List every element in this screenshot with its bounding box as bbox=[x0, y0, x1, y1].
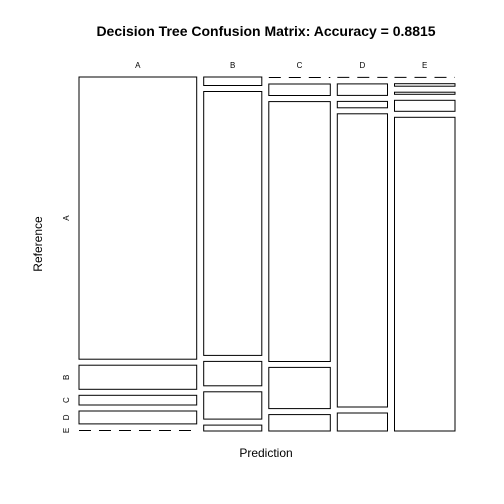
cell-pred-a-ref-a bbox=[78, 76, 198, 360]
cell-pred-d-ref-b bbox=[336, 83, 388, 96]
cell-pred-d-ref-c bbox=[336, 100, 388, 109]
cell-pred-e-ref-e bbox=[394, 116, 456, 432]
cell-pred-d-ref-e bbox=[336, 412, 388, 432]
chart-title: Decision Tree Confusion Matrix: Accuracy… bbox=[96, 23, 435, 39]
cell-pred-b-ref-a bbox=[203, 76, 263, 86]
x-tick-d: D bbox=[360, 61, 366, 70]
cell-pred-b-ref-c bbox=[203, 360, 263, 387]
x-tick-c: C bbox=[297, 61, 303, 70]
cell-pred-e-ref-c bbox=[394, 91, 456, 95]
y-tick-e: E bbox=[62, 428, 71, 433]
cell-pred-b-ref-d bbox=[203, 391, 263, 420]
mosaic-cells bbox=[78, 76, 456, 432]
cell-pred-c-ref-e bbox=[268, 414, 331, 432]
cell-pred-a-ref-c bbox=[78, 394, 198, 406]
x-tick-a: A bbox=[135, 61, 141, 70]
y-tick-c: C bbox=[62, 397, 71, 403]
cell-pred-c-ref-d bbox=[268, 366, 331, 410]
cell-pred-b-ref-b bbox=[203, 91, 263, 356]
cell-pred-e-ref-b bbox=[394, 83, 456, 87]
cell-pred-c-ref-b bbox=[268, 83, 331, 96]
y-tick-b: B bbox=[62, 375, 71, 380]
cell-pred-c-ref-c bbox=[268, 101, 331, 362]
y-tick-labels: A B C D E bbox=[62, 215, 71, 433]
x-axis-title: Prediction bbox=[239, 446, 292, 460]
x-tick-labels: A B C D E bbox=[135, 61, 427, 70]
cell-pred-a-ref-b bbox=[78, 364, 198, 390]
y-axis-title: Reference bbox=[31, 216, 45, 272]
y-tick-a: A bbox=[62, 215, 71, 221]
x-tick-e: E bbox=[422, 61, 427, 70]
cell-pred-b-ref-e bbox=[203, 424, 263, 432]
x-tick-b: B bbox=[230, 61, 235, 70]
cell-pred-d-ref-d bbox=[336, 113, 388, 408]
cell-pred-e-ref-d bbox=[394, 99, 456, 112]
y-tick-d: D bbox=[62, 414, 71, 420]
cell-pred-a-ref-d bbox=[78, 410, 198, 425]
